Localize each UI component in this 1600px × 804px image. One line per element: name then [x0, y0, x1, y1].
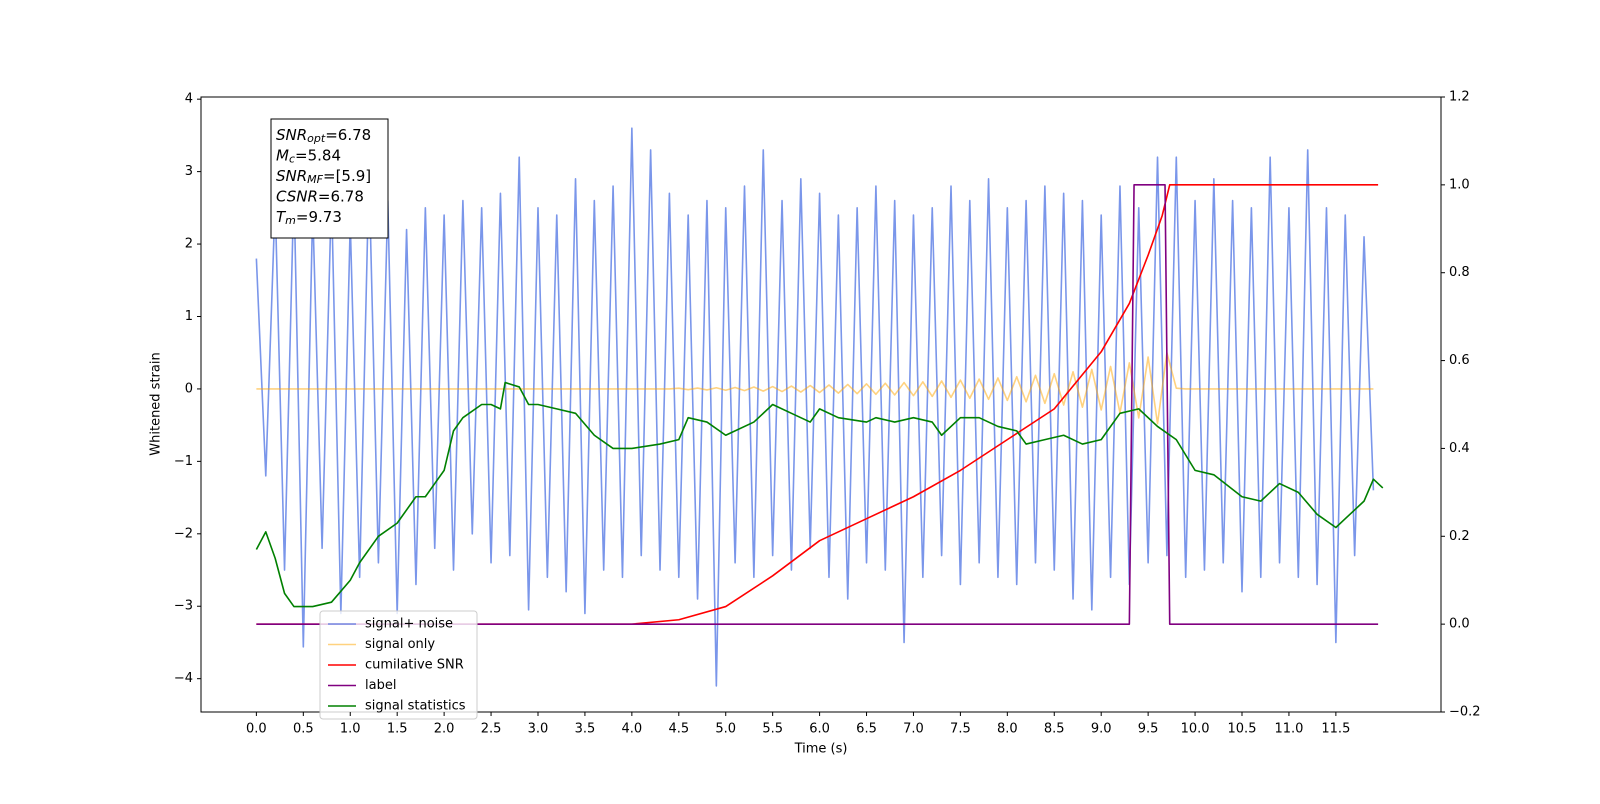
series-line [256, 184, 1379, 625]
legend-label: label [365, 678, 396, 693]
y2-tick-label: 0.8 [1449, 265, 1470, 280]
series-line [255, 127, 1375, 687]
annotation-part: CSNR [276, 187, 318, 205]
y-tick-label: 0 [185, 381, 193, 396]
x-tick-label: 8.5 [1044, 722, 1065, 737]
annotation-line: Mc=5.84 [276, 146, 341, 166]
annotation-part: M [276, 146, 289, 164]
x-tick-label: 2.5 [481, 722, 502, 737]
x-tick-label: 0.5 [293, 722, 314, 737]
x-tick-label: 9.0 [1091, 722, 1112, 737]
y-axis-label: Whitened strain [149, 352, 164, 455]
annotation-part: T [276, 208, 287, 226]
annotation-line: SNRMF=[5.9] [276, 167, 371, 187]
y-tick-label: 2 [185, 237, 193, 252]
x-tick-label: 8.0 [997, 722, 1018, 737]
y-tick-label: −3 [174, 599, 193, 614]
annotation-line: CSNR=6.78 [276, 187, 364, 205]
x-tick-label: 10.0 [1181, 722, 1210, 737]
x-axis-label: Time (s) [794, 742, 848, 757]
series-line [256, 184, 1379, 625]
x-tick-label: 6.5 [856, 722, 877, 737]
legend [319, 610, 478, 720]
legend-label: signal only [365, 637, 435, 652]
y2-tick-label: 1.0 [1449, 177, 1470, 192]
series-line [256, 351, 1374, 425]
x-tick-label: 11.5 [1321, 722, 1350, 737]
annotation-part: =5.84 [295, 146, 341, 164]
annotation-part: SNR [276, 167, 307, 185]
y-tick-label: −1 [174, 454, 193, 469]
x-tick-label: 10.5 [1228, 722, 1257, 737]
y2-tick-label: 1.2 [1449, 90, 1470, 105]
x-tick-label: 7.5 [950, 722, 971, 737]
x-tick-label: 7.0 [903, 722, 924, 737]
annotation-part: =[5.9] [323, 167, 371, 185]
axes-frame [200, 96, 1442, 713]
annotation-part: c [289, 153, 295, 166]
x-tick-label: 5.5 [762, 722, 783, 737]
x-tick-label: 1.5 [387, 722, 408, 737]
legend-label: signal statistics [365, 699, 466, 714]
annotation-line: SNRopt=6.78 [276, 126, 371, 146]
annotation-box [270, 118, 389, 239]
y-tick-label: 1 [185, 309, 193, 324]
y-tick-label: −2 [174, 526, 193, 541]
x-tick-label: 5.0 [715, 722, 736, 737]
legend-label: signal+ noise [365, 617, 453, 632]
y2-tick-label: 0.4 [1449, 441, 1470, 456]
y2-tick-label: 0.6 [1449, 353, 1470, 368]
x-tick-label: 3.0 [528, 722, 549, 737]
x-tick-label: 0.0 [246, 722, 267, 737]
annotation-part: =6.78 [325, 126, 371, 144]
x-tick-label: 6.0 [809, 722, 830, 737]
annotation-line: Tm=9.73 [276, 208, 342, 228]
annotation-part: =6.78 [318, 187, 364, 205]
annotation-part: opt [307, 132, 326, 145]
x-tick-label: 2.0 [434, 722, 455, 737]
x-tick-label: 4.0 [622, 722, 643, 737]
y-tick-label: 3 [185, 164, 193, 179]
plot-area [255, 127, 1384, 687]
series-line [255, 381, 1384, 608]
y2-tick-label: −0.2 [1449, 705, 1481, 720]
x-tick-label: 4.5 [668, 722, 689, 737]
x-tick-label: 9.5 [1138, 722, 1159, 737]
x-tick-label: 3.5 [575, 722, 596, 737]
legend-label: cumilative SNR [365, 658, 464, 673]
y-tick-label: 4 [185, 92, 193, 107]
annotation-part: =9.73 [296, 208, 342, 226]
x-tick-label: 1.0 [340, 722, 361, 737]
annotation-part: m [285, 214, 296, 227]
y2-tick-label: 0.0 [1449, 617, 1470, 632]
annotation-part: SNR [276, 126, 307, 144]
y2-tick-label: 0.2 [1449, 529, 1470, 544]
annotation-part: MF [307, 173, 323, 186]
y-tick-label: −4 [174, 671, 193, 686]
x-tick-label: 11.0 [1274, 722, 1303, 737]
